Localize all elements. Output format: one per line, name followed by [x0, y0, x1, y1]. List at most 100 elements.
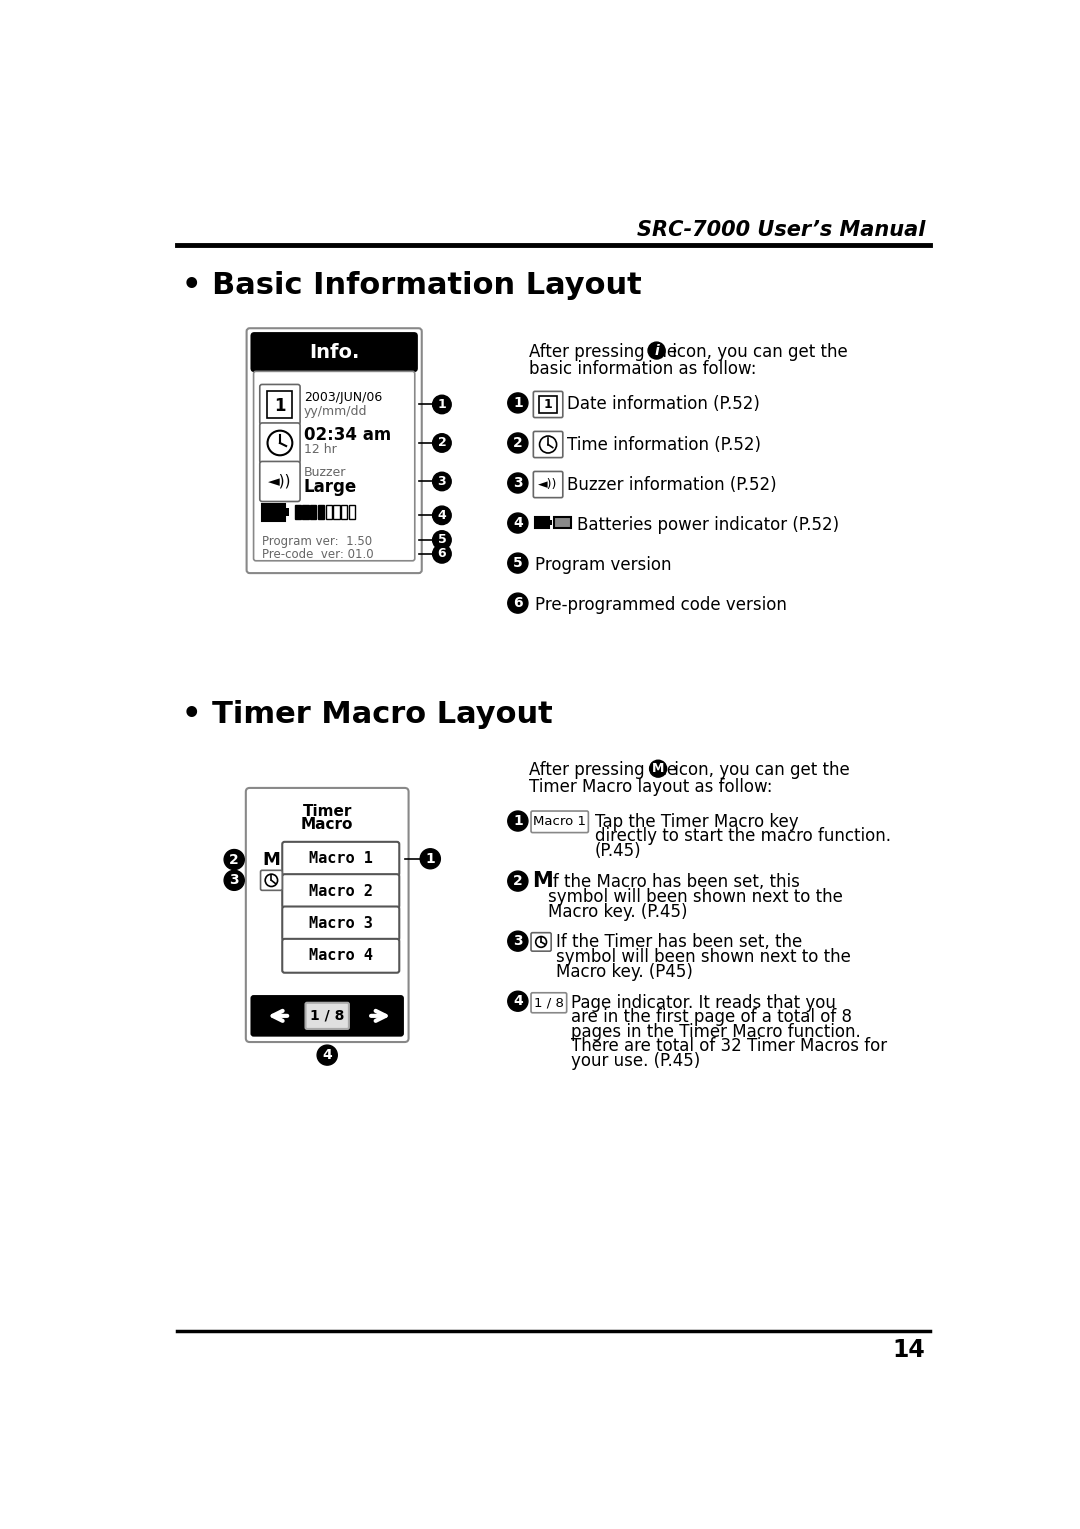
Text: Macro 2: Macro 2	[309, 884, 373, 899]
Circle shape	[508, 991, 528, 1011]
Text: • Timer Macro Layout: • Timer Macro Layout	[181, 700, 552, 729]
FancyBboxPatch shape	[310, 506, 316, 520]
Text: directly to start the macro function.: directly to start the macro function.	[595, 827, 891, 846]
Circle shape	[508, 872, 528, 891]
Text: 3: 3	[229, 873, 239, 887]
Circle shape	[433, 472, 451, 491]
Circle shape	[420, 849, 441, 868]
Text: your use. (P.45): your use. (P.45)	[571, 1052, 701, 1070]
Text: 3: 3	[513, 934, 523, 948]
FancyBboxPatch shape	[251, 995, 404, 1037]
FancyBboxPatch shape	[549, 520, 552, 524]
Circle shape	[225, 870, 244, 890]
Text: Macro: Macro	[301, 818, 353, 832]
Text: Timer: Timer	[302, 804, 352, 818]
Circle shape	[433, 544, 451, 563]
Circle shape	[536, 937, 546, 948]
Text: 3: 3	[437, 476, 446, 488]
Circle shape	[508, 433, 528, 453]
Text: 1 / 8: 1 / 8	[310, 1009, 345, 1023]
Circle shape	[648, 342, 665, 359]
Circle shape	[508, 472, 528, 492]
Text: (P.45): (P.45)	[595, 842, 642, 859]
Text: pages in the Timer Macro function.: pages in the Timer Macro function.	[571, 1023, 861, 1041]
FancyBboxPatch shape	[285, 509, 289, 517]
FancyBboxPatch shape	[282, 939, 400, 972]
Text: symbol will been shown next to the: symbol will been shown next to the	[548, 888, 843, 907]
Text: • Basic Information Layout: • Basic Information Layout	[181, 271, 642, 300]
Text: After pressing the: After pressing the	[529, 761, 683, 778]
FancyBboxPatch shape	[282, 907, 400, 940]
Text: 1: 1	[513, 813, 523, 829]
Text: 2: 2	[513, 875, 523, 888]
FancyBboxPatch shape	[295, 506, 301, 520]
Text: Macro 4: Macro 4	[309, 948, 373, 963]
FancyBboxPatch shape	[534, 471, 563, 497]
FancyBboxPatch shape	[334, 506, 339, 520]
Circle shape	[433, 434, 451, 453]
Circle shape	[508, 931, 528, 951]
Circle shape	[433, 531, 451, 549]
Text: Tap the Timer Macro key: Tap the Timer Macro key	[595, 812, 798, 830]
Text: 2: 2	[229, 853, 239, 867]
Text: Batteries power indicator (P.52): Batteries power indicator (P.52)	[577, 515, 839, 534]
Text: 5: 5	[513, 557, 523, 570]
Text: 3: 3	[513, 476, 523, 489]
Text: Buzzer: Buzzer	[303, 466, 347, 480]
FancyBboxPatch shape	[534, 431, 563, 457]
Text: 2: 2	[513, 436, 523, 450]
Text: 1: 1	[426, 852, 435, 865]
FancyBboxPatch shape	[539, 396, 557, 413]
Text: ◄)): ◄))	[268, 474, 292, 489]
Text: M: M	[262, 850, 281, 868]
FancyBboxPatch shape	[254, 372, 415, 561]
Text: Macro key. (P.45): Macro key. (P.45)	[548, 902, 688, 920]
FancyBboxPatch shape	[554, 517, 570, 528]
FancyBboxPatch shape	[349, 506, 355, 520]
FancyBboxPatch shape	[260, 424, 300, 463]
FancyBboxPatch shape	[260, 870, 282, 890]
FancyBboxPatch shape	[341, 506, 348, 520]
Circle shape	[266, 875, 278, 887]
Text: Date information (P.52): Date information (P.52)	[567, 396, 760, 413]
Text: icon, you can get the: icon, you can get the	[667, 342, 848, 361]
Text: yy/mm/dd: yy/mm/dd	[303, 405, 367, 417]
FancyBboxPatch shape	[262, 503, 285, 521]
Text: 6: 6	[513, 596, 523, 610]
Text: 4: 4	[322, 1047, 332, 1063]
Text: 1: 1	[513, 396, 523, 410]
Circle shape	[268, 431, 293, 456]
FancyBboxPatch shape	[260, 384, 300, 425]
Text: M: M	[652, 761, 664, 775]
FancyBboxPatch shape	[531, 933, 551, 951]
Text: 4: 4	[437, 509, 446, 521]
Circle shape	[508, 593, 528, 613]
Text: Buzzer information (P.52): Buzzer information (P.52)	[567, 476, 778, 494]
Text: If the Timer has been set, the: If the Timer has been set, the	[556, 934, 802, 951]
FancyBboxPatch shape	[246, 329, 422, 573]
Circle shape	[508, 810, 528, 832]
Text: Macro 3: Macro 3	[309, 916, 373, 931]
FancyBboxPatch shape	[251, 332, 418, 372]
FancyBboxPatch shape	[534, 391, 563, 417]
Text: Large: Large	[303, 479, 357, 495]
FancyBboxPatch shape	[531, 810, 589, 833]
FancyBboxPatch shape	[282, 842, 400, 876]
FancyBboxPatch shape	[302, 506, 309, 520]
Circle shape	[318, 1046, 337, 1066]
Circle shape	[225, 850, 244, 870]
FancyBboxPatch shape	[260, 462, 300, 502]
Text: i: i	[654, 344, 659, 358]
Text: Timer Macro layout as follow:: Timer Macro layout as follow:	[529, 778, 772, 797]
Text: 2: 2	[437, 436, 446, 450]
Text: Macro 1: Macro 1	[309, 852, 373, 867]
Circle shape	[508, 553, 528, 573]
Text: basic information as follow:: basic information as follow:	[529, 359, 756, 378]
Text: Info.: Info.	[309, 342, 360, 362]
Text: 2003/JUN/06: 2003/JUN/06	[303, 391, 382, 404]
Text: Program ver:  1.50: Program ver: 1.50	[262, 535, 373, 547]
Text: 4: 4	[513, 994, 523, 1008]
Text: 1 / 8: 1 / 8	[534, 997, 564, 1009]
Text: 14: 14	[893, 1338, 926, 1362]
Text: 1: 1	[273, 394, 286, 414]
